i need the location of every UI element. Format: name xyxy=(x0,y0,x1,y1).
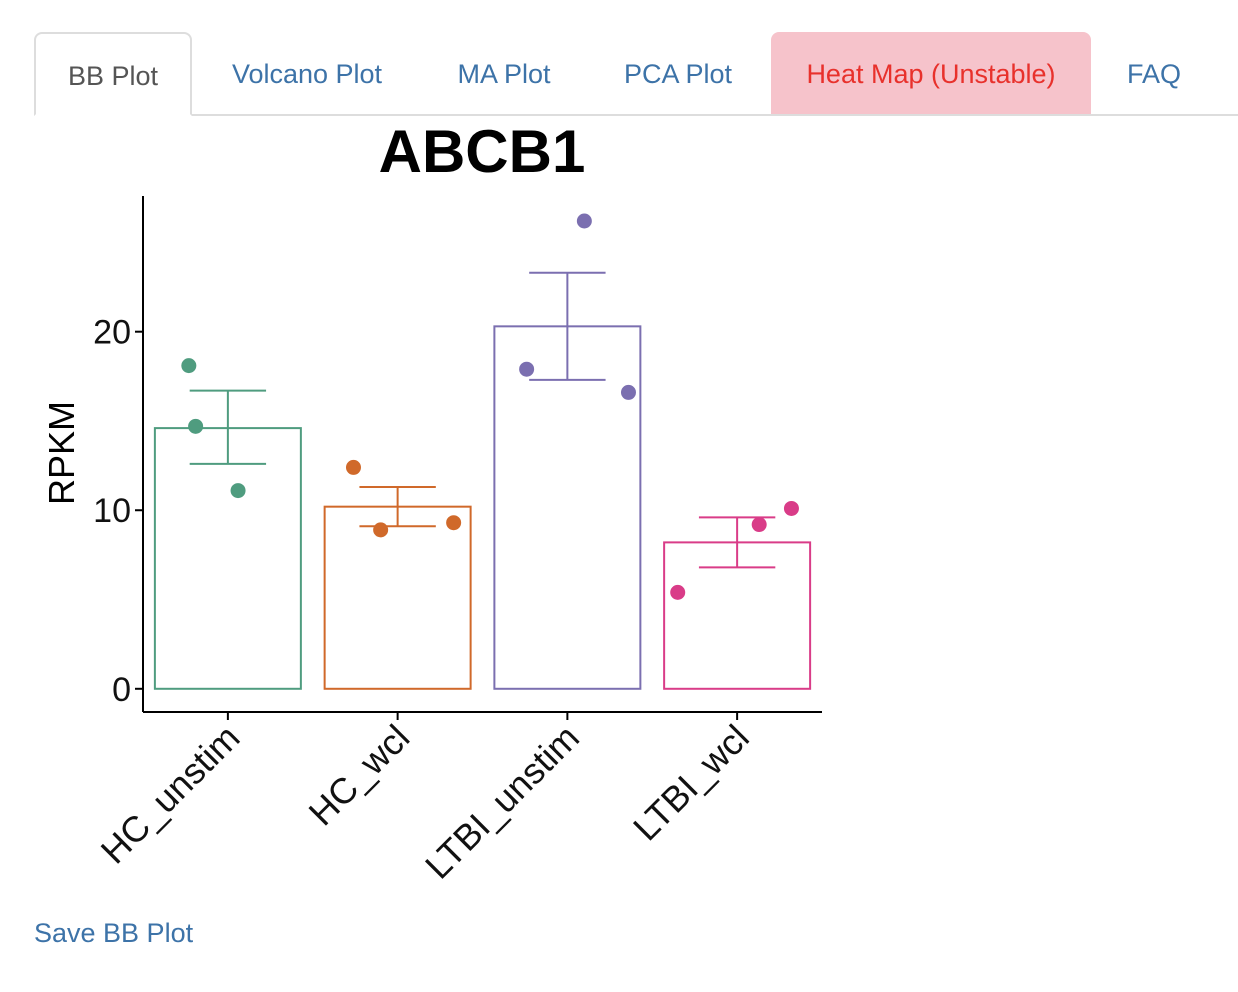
tab-ma-plot[interactable]: MA Plot xyxy=(457,59,551,89)
tab-faq[interactable]: FAQ xyxy=(1126,59,1181,89)
data-point-HC_wcl xyxy=(446,515,462,531)
chart-title: ABCB1 xyxy=(379,118,586,185)
x-tick-label: HC_wcl xyxy=(301,717,418,834)
tab-pca-plot[interactable]: PCA Plot xyxy=(623,59,733,89)
y-axis-label: RPKM xyxy=(41,401,82,505)
tab-bb-plot[interactable]: BB Plot xyxy=(34,32,192,116)
bb-plot-chart: ABCB1 RPKM 0 10 20 HC_unstim HC_wcl LTBI_unst… xyxy=(41,118,822,887)
tab-heat-map[interactable]: Heat Map (Unstable) xyxy=(771,32,1091,114)
data-point-HC_unstim xyxy=(230,483,246,499)
data-point-HC_unstim xyxy=(188,418,204,434)
bar-HC_unstim xyxy=(153,427,302,690)
tab-bar: BB Plot Volcano Plot MA Plot PCA Plot He… xyxy=(34,32,1238,116)
data-point-LTBI_wcl xyxy=(670,584,686,600)
data-point-HC_unstim xyxy=(181,358,197,374)
data-point-HC_wcl xyxy=(345,459,361,475)
bar-HC_wcl xyxy=(323,505,472,690)
data-point-LTBI_unstim xyxy=(576,213,592,229)
data-point-LTBI_unstim xyxy=(519,361,535,377)
x-tick-label: LTBI_unstim xyxy=(417,717,587,887)
x-tick-label: HC_unstim xyxy=(93,717,248,872)
x-tick-label: LTBI_wcl xyxy=(625,717,757,849)
data-point-LTBI_unstim xyxy=(620,384,636,400)
data-point-HC_wcl xyxy=(373,522,389,538)
y-tick-label: 10 xyxy=(93,492,131,530)
y-tick-label: 0 xyxy=(112,671,131,709)
save-bb-plot-link[interactable]: Save BB Plot xyxy=(34,918,194,948)
tab-volcano-plot[interactable]: Volcano Plot xyxy=(231,59,383,89)
data-point-LTBI_wcl xyxy=(783,500,799,516)
plot-area: 0 10 20 HC_unstim HC_wcl LTBI_unstim LTBI_wcl xyxy=(93,196,822,887)
y-tick-label: 20 xyxy=(93,314,131,352)
data-point-LTBI_wcl xyxy=(751,517,767,533)
